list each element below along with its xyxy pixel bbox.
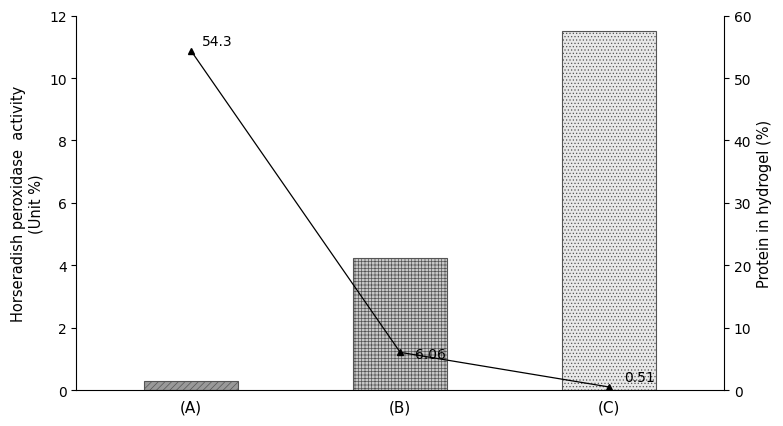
Bar [144, 381, 238, 390]
Text: 0.51: 0.51 [624, 371, 655, 385]
Y-axis label: Protein in hydrogel (%): Protein in hydrogel (%) [757, 120, 772, 287]
Y-axis label: Horseradish peroxidase  activity
(Unit %): Horseradish peroxidase activity (Unit %) [11, 86, 44, 321]
Text: 54.3: 54.3 [202, 35, 233, 49]
Bar [562, 32, 656, 390]
Text: 6.06: 6.06 [415, 347, 446, 361]
Bar [353, 258, 447, 390]
